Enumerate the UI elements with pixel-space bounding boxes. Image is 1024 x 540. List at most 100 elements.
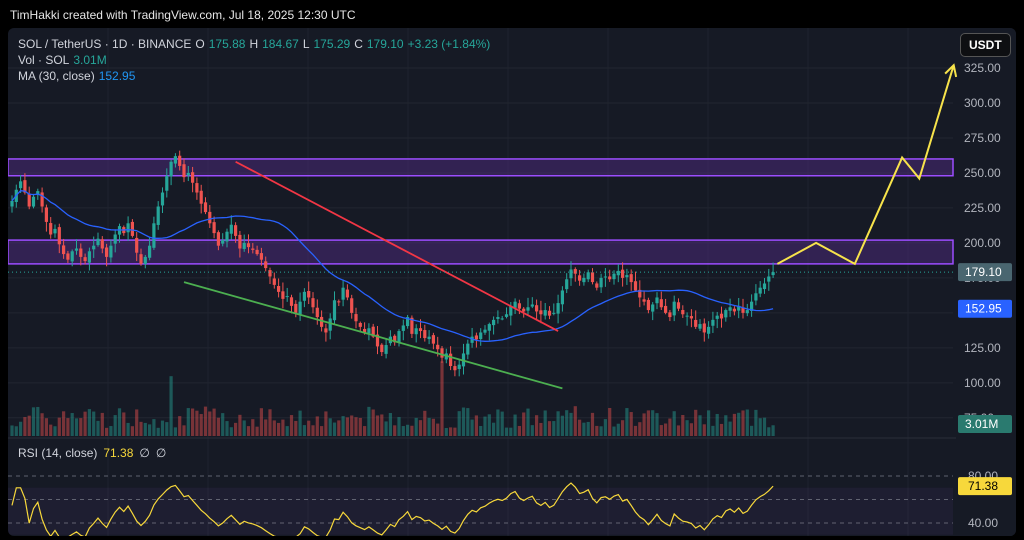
volume-bar: [14, 426, 18, 436]
volume-bar: [547, 421, 552, 436]
volume-bar: [203, 406, 208, 436]
volume-bar: [324, 411, 328, 436]
candle: [92, 245, 96, 250]
volume-bar: [526, 408, 530, 436]
rsi-label[interactable]: RSI (14, close): [18, 446, 98, 460]
volume-bar: [289, 415, 294, 436]
candle: [212, 222, 216, 234]
resistance-zone: [8, 158, 954, 177]
volume-bar: [208, 411, 212, 436]
volume-bar: [646, 410, 650, 436]
candle: [599, 277, 603, 288]
volume-bar: [556, 411, 560, 436]
volume-bar: [66, 418, 70, 436]
volume-bar: [496, 409, 500, 436]
volume-bar: [139, 421, 143, 436]
volume-bar: [500, 411, 504, 436]
volume-bar: [126, 422, 130, 436]
candle: [246, 243, 251, 248]
candle: [728, 307, 732, 311]
rsi-visibility-icon[interactable]: ∅: [139, 446, 150, 460]
volume-bar: [590, 412, 595, 436]
candle: [767, 276, 771, 282]
volume-bar: [724, 415, 728, 436]
volume-bar: [328, 418, 332, 436]
volume-bar: [354, 417, 358, 436]
candle: [612, 273, 616, 280]
volume-bar: [281, 419, 285, 436]
volume-bar: [100, 412, 104, 436]
candle: [74, 248, 79, 251]
candle: [100, 239, 104, 249]
volume-bar: [483, 416, 487, 436]
volume-bar: [380, 414, 384, 436]
currency-button[interactable]: USDT: [960, 33, 1011, 57]
volume-bar: [745, 409, 749, 436]
price-chart[interactable]: 75.00100.00125.00150.00175.00200.00225.0…: [8, 28, 1016, 536]
candle: [19, 181, 23, 189]
volume-bar: [238, 414, 242, 436]
candle: [629, 274, 633, 283]
candle: [582, 277, 586, 283]
rsi-value: 71.38: [103, 446, 134, 460]
volume-bar: [397, 417, 401, 436]
candle: [578, 275, 582, 281]
candle: [715, 315, 719, 319]
candle: [109, 245, 113, 258]
candle: [487, 324, 491, 331]
candle: [410, 317, 414, 334]
candle: [621, 269, 625, 278]
volume-bar: [229, 427, 233, 436]
rsi-settings-icon[interactable]: ∅: [155, 446, 167, 460]
ma-label[interactable]: MA (30, close): [18, 69, 95, 83]
candle: [427, 336, 431, 340]
close-value: 179.10: [366, 37, 404, 51]
candle: [694, 319, 698, 327]
volume-bar: [569, 412, 573, 436]
volume-bar: [668, 418, 672, 436]
candle: [264, 261, 268, 269]
candle: [698, 324, 702, 329]
rsi-band: [8, 487, 953, 535]
volume-bar: [122, 412, 126, 436]
candle: [40, 192, 44, 207]
candle: [160, 192, 165, 206]
price-tick-label: 100.00: [964, 376, 1001, 390]
volume-bar: [251, 419, 255, 436]
volume-bar: [285, 426, 289, 436]
candle: [431, 335, 435, 344]
chart-frame[interactable]: 75.00100.00125.00150.00175.00200.00225.0…: [8, 28, 1016, 536]
volume-bar: [393, 425, 397, 436]
price-tick-label: 200.00: [964, 236, 1001, 250]
volume-bar: [375, 415, 380, 436]
price-tags: 179.10 152.95 3.01M 71.38: [958, 263, 1012, 496]
candle: [685, 315, 689, 317]
candle: [401, 325, 405, 331]
volume-bar: [143, 422, 147, 436]
candle: [406, 317, 410, 327]
volume-bar: [277, 422, 281, 436]
volume-label[interactable]: Vol · SOL: [18, 53, 70, 67]
candle: [289, 297, 294, 306]
candle: [530, 304, 534, 307]
symbol-label[interactable]: SOL / TetherUS · 1D · BINANCE: [18, 37, 192, 51]
price-axis[interactable]: 75.00100.00125.00150.00175.00200.00225.0…: [956, 28, 1016, 536]
candle: [633, 281, 638, 291]
candle: [49, 223, 53, 235]
candle: [560, 290, 564, 305]
candle: [616, 270, 620, 276]
volume-bar: [315, 416, 319, 436]
candle: [526, 307, 530, 311]
volume-bar: [345, 417, 349, 436]
candle: [414, 328, 418, 335]
volume-bar: [431, 418, 435, 436]
candle: [466, 343, 470, 355]
volume-bar: [689, 423, 693, 436]
volume-bar: [337, 420, 341, 436]
volume-bar: [31, 407, 36, 436]
volume-bar: [672, 411, 676, 436]
candle: [470, 336, 474, 343]
candle: [337, 301, 341, 303]
volume-tag-bg: [958, 415, 1012, 433]
